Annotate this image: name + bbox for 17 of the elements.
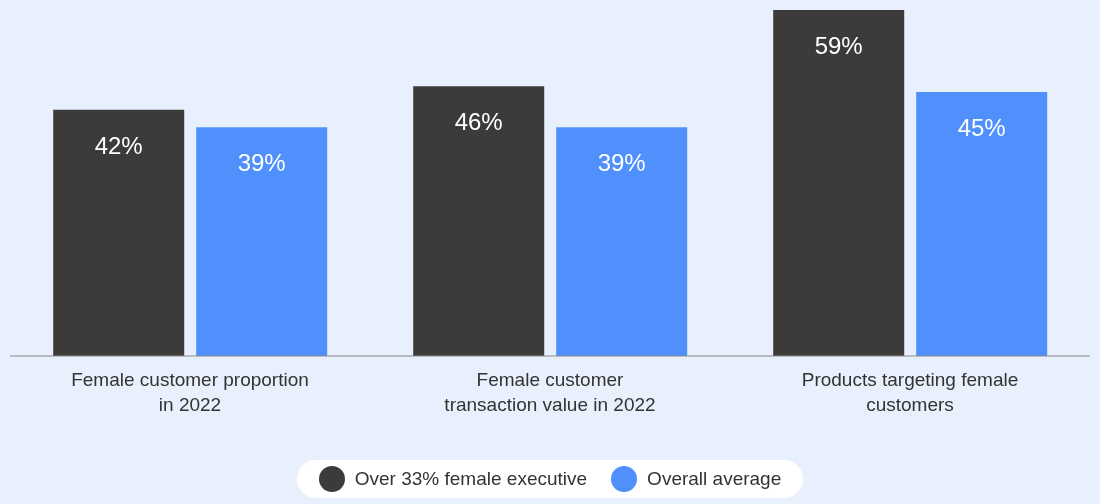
data-label: 59%: [814, 32, 863, 59]
legend-label: Overall average: [647, 468, 782, 490]
x-tick-label: Products targeting female customers: [801, 369, 1019, 415]
bar: [413, 86, 545, 356]
bar: [196, 127, 328, 356]
bar: [53, 109, 185, 356]
data-label: 46%: [454, 108, 503, 136]
data-label: 39%: [597, 149, 646, 177]
legend-label: Over 33% female executive: [354, 468, 588, 490]
bar: [773, 10, 905, 356]
data-label: 45%: [957, 114, 1006, 142]
bar: [916, 92, 1048, 356]
x-tick-label: Female customer proportion in 2022: [71, 369, 309, 415]
data-label: 42%: [94, 131, 143, 159]
bar: [556, 127, 688, 356]
x-tick-label: Female customer transaction value in 2022: [444, 369, 656, 415]
data-label: 39%: [237, 149, 286, 177]
